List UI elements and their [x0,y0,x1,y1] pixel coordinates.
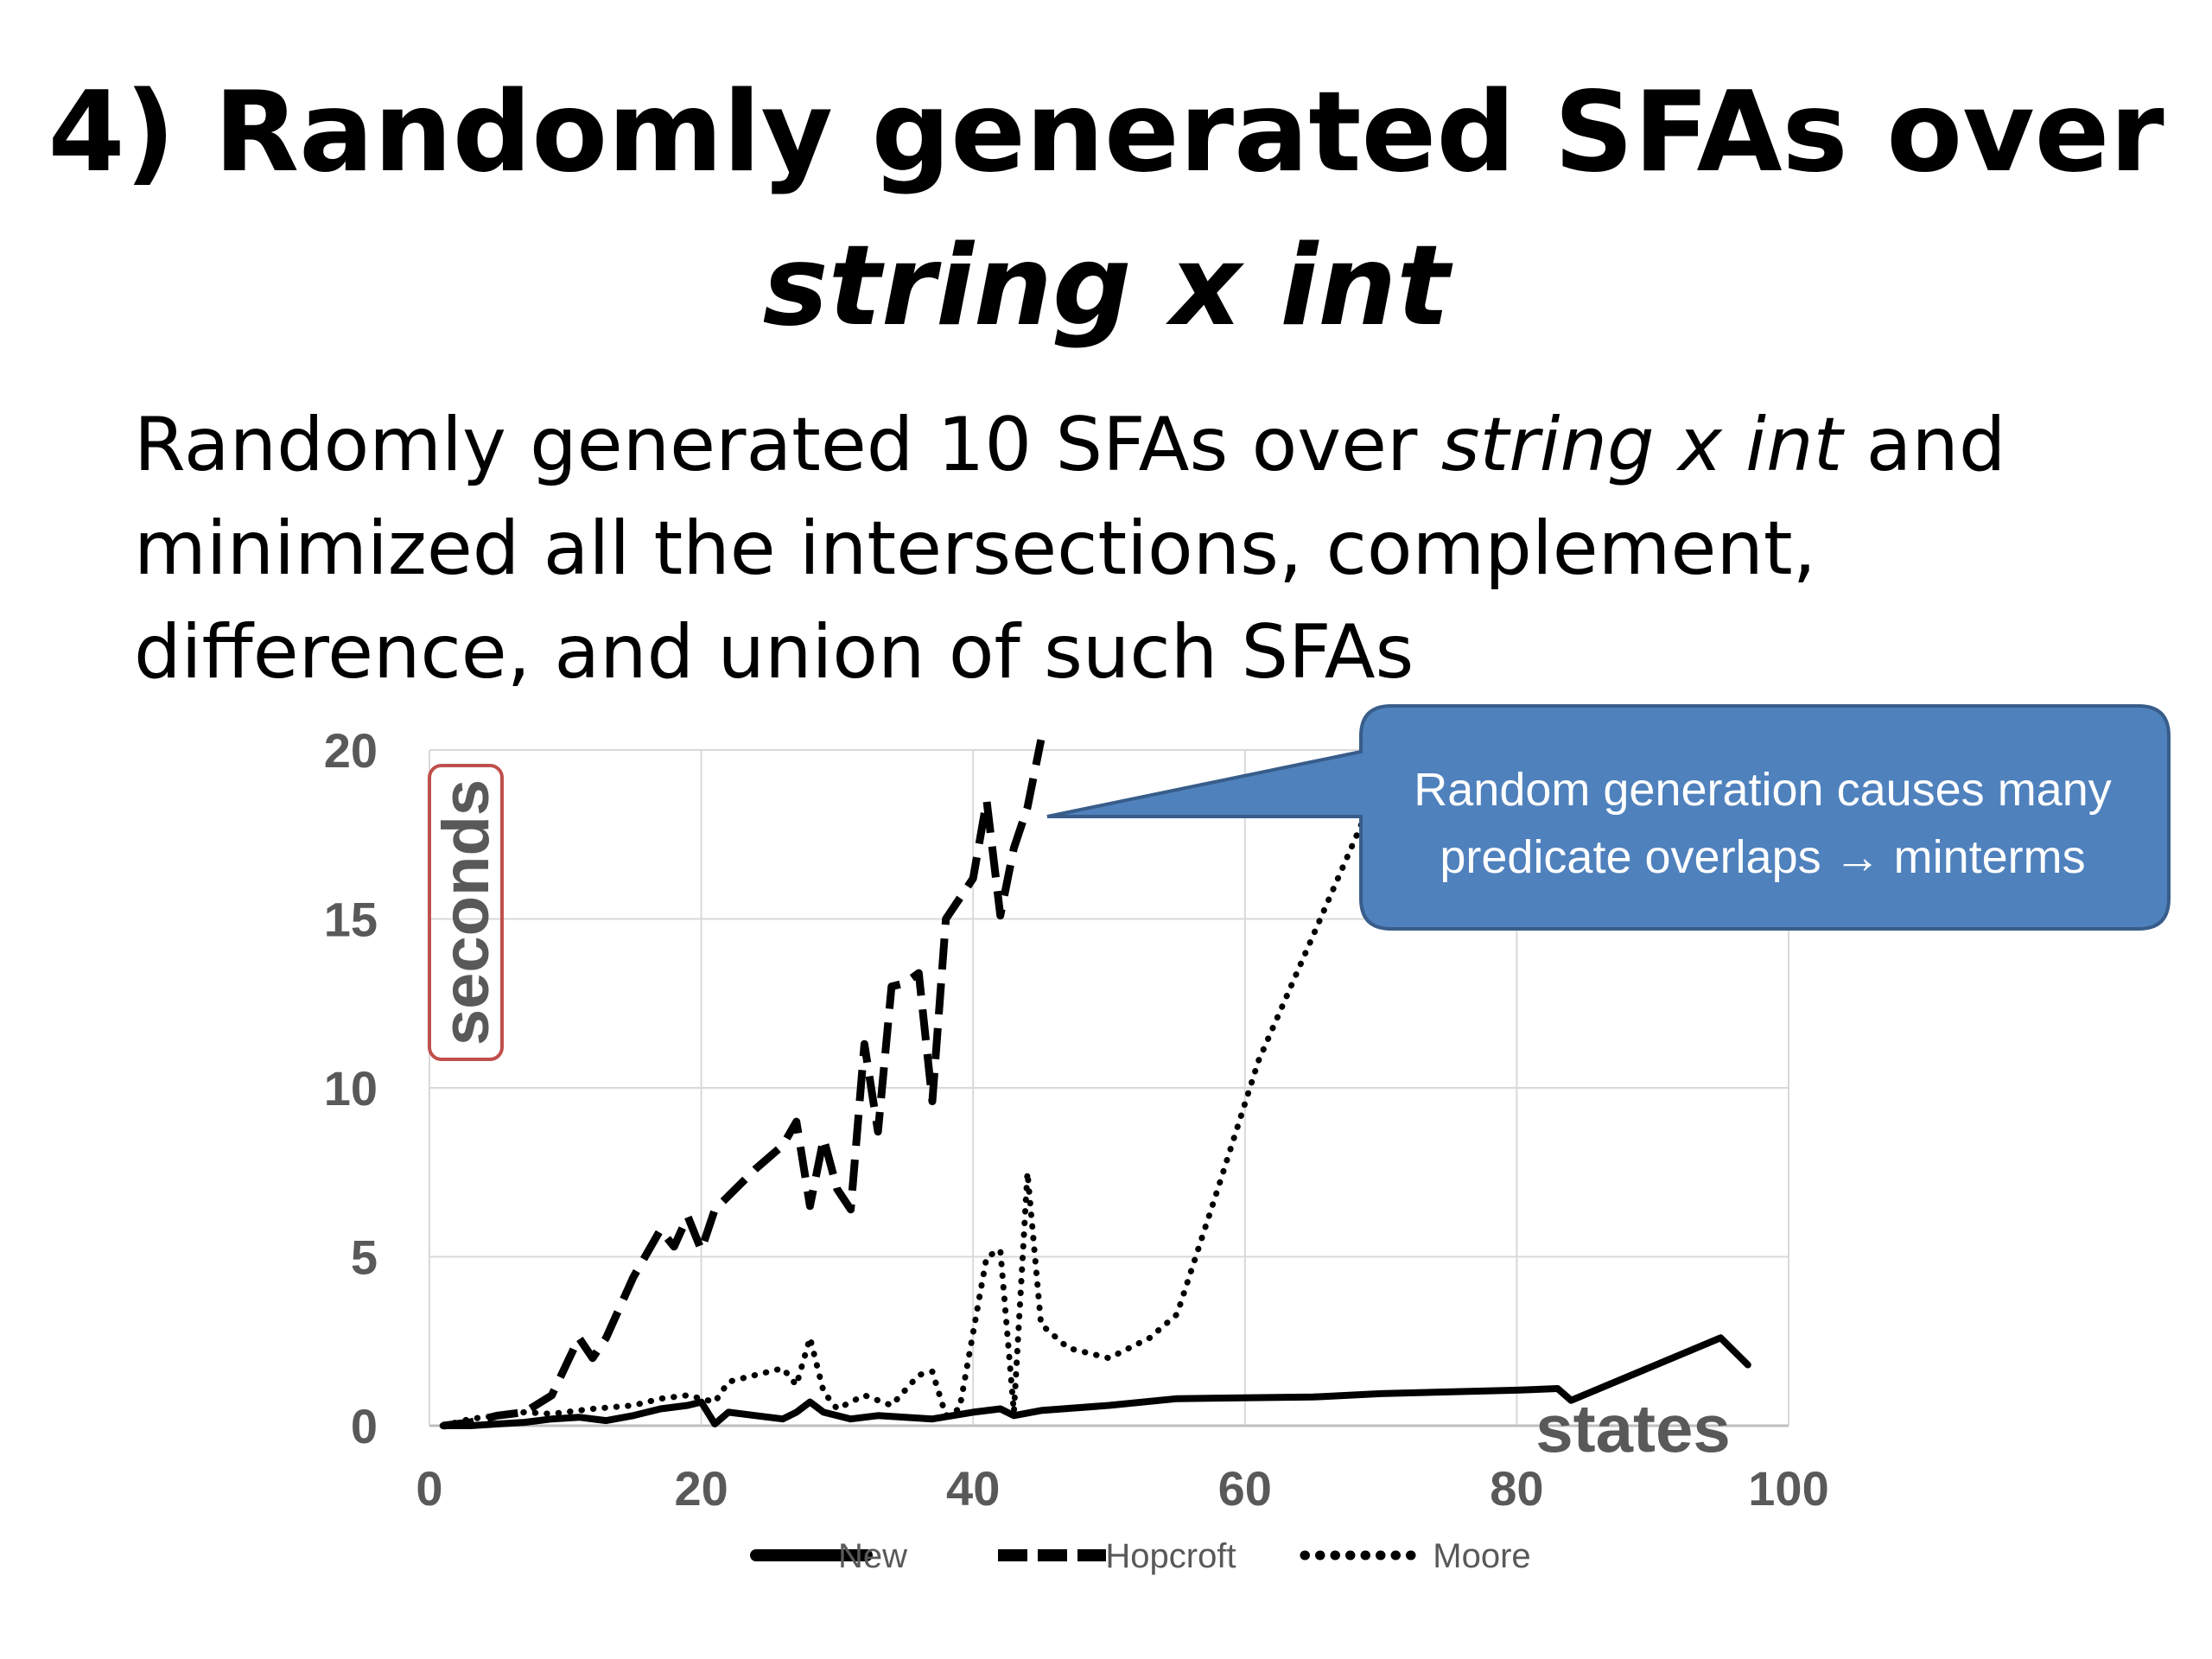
x-tick-label: 100 [1748,1461,1828,1516]
y-tick-label: 10 [324,1061,378,1116]
x-axis-label: states [1535,1390,1730,1466]
callout-text: Random generation causes many predicate … [1357,756,2169,891]
ylabel-box [428,764,504,1061]
chart-series [439,739,1751,1430]
body-line-1: Randomly generated 10 SFAs over string x… [134,402,2006,488]
series-line-moore [440,764,1398,1429]
x-tick-label: 40 [946,1461,1000,1516]
callout-bubble [1046,704,2171,931]
x-tick-label: 80 [1490,1461,1543,1516]
legend-label-moore: Moore [1433,1537,1530,1575]
x-tick-label: 0 [416,1461,442,1516]
body-line-3: difference, and union of such SFAs [134,609,1414,696]
y-tick-label: 20 [324,723,378,778]
legend-label-hopcroft: Hopcroft [1105,1537,1236,1575]
y-tick-label: 15 [324,893,378,947]
y-tick-label: 0 [351,1399,378,1453]
slide-body: Randomly generated 10 SFAs over string x… [134,393,2121,704]
body-emphasis: string x int [1440,402,1843,488]
slide-title: 4) Randomly generated SFAs over [48,68,2164,197]
callout-line-2: predicate overlaps → minterms [1440,831,2086,883]
y-axis-label: seconds [429,779,503,1046]
y-tick-label: 5 [351,1230,378,1285]
series-line-hopcroft [442,739,1046,1430]
x-tick-label: 20 [674,1461,728,1516]
legend-label-new: New [838,1537,907,1575]
chart-ticks: 0 20 40 60 80 100 0 5 10 15 20 [324,723,1829,1516]
body-line-2: minimized all the intersections, complem… [134,505,1816,592]
x-tick-label: 60 [1218,1461,1272,1516]
series-line-new [439,1334,1751,1429]
chart-legend: New Hopcroft Moore [750,1537,1531,1575]
callout-line-1: Random generation causes many [1414,764,2112,816]
slide-subtitle: string x int [762,222,1450,351]
